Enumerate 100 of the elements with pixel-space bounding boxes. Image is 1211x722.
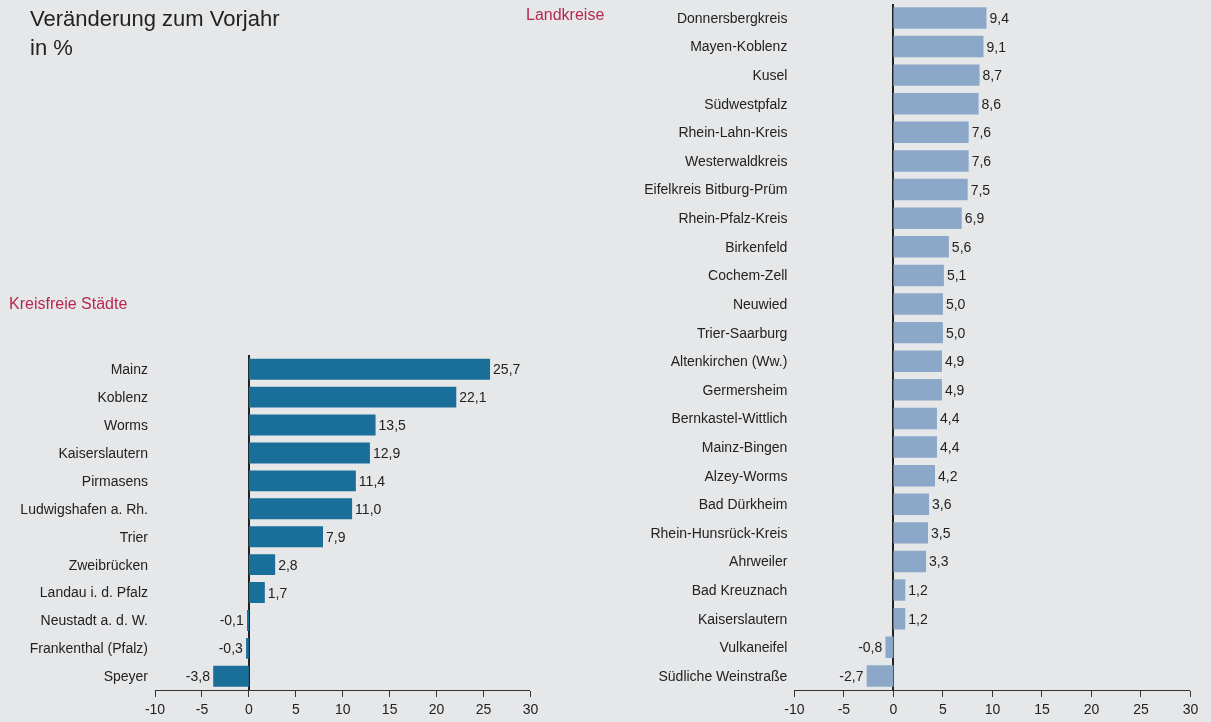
y-tick-label: Alzey-Worms (704, 467, 788, 484)
data-label: 3,3 (929, 553, 949, 570)
y-tick-label: Westerwaldkreis (684, 152, 788, 169)
y-tick-label: Mainz (110, 361, 149, 378)
data-label: 4,4 (939, 439, 960, 456)
chart-title: Veränderung zum Vorjahr in % (30, 6, 280, 60)
data-label: 1,2 (908, 582, 928, 599)
x-tick-label: -10 (144, 701, 166, 718)
data-label: 3,6 (932, 496, 952, 513)
y-tick-label: Südwestpfalz (704, 95, 788, 112)
bar (893, 293, 943, 315)
bar (248, 358, 491, 380)
bar (893, 207, 962, 229)
data-label: 7,9 (326, 528, 346, 545)
data-label: 25,7 (493, 361, 521, 378)
data-label: 5,6 (951, 238, 972, 255)
bar (893, 436, 937, 458)
y-tick-label: Rhein-Lahn-Kreis (678, 124, 788, 141)
bar (246, 637, 249, 659)
x-tick-label: -10 (784, 701, 805, 718)
y-tick-label: Zweibrücken (68, 556, 149, 573)
data-label: 4,4 (939, 410, 960, 427)
y-tick-label: Kaiserslautern (697, 610, 788, 627)
bar (893, 550, 927, 573)
x-tick-label: 10 (984, 701, 1001, 718)
y-tick-label: Worms (103, 416, 149, 433)
y-tick-label: Donnersbergkreis (676, 9, 788, 26)
y-tick-label: Bad Dürkheim (698, 496, 788, 513)
data-label: 8,7 (982, 67, 1003, 84)
y-tick-label: Vulkaneifel (719, 639, 788, 656)
bar (893, 35, 984, 58)
y-tick-label: Mainz-Bingen (701, 438, 788, 455)
data-label: -0,3 (218, 640, 244, 657)
data-label: 4,9 (944, 353, 965, 370)
data-label: 11,0 (355, 500, 382, 517)
bar (866, 665, 894, 687)
y-tick-label: Eifelkreis Bitburg-Prüm (644, 181, 788, 198)
data-label: 9,1 (986, 38, 1007, 55)
y-tick-label: Rhein-Hunsrück-Kreis (650, 524, 788, 541)
y-tick-label: Bernkastel-Wittlich (671, 410, 788, 427)
text: Landkreise (526, 6, 605, 23)
bar (893, 493, 930, 515)
data-label: 2,8 (278, 556, 298, 573)
data-label: 7,6 (971, 152, 992, 169)
data-label: 5,0 (945, 296, 966, 313)
data-label: 7,5 (970, 181, 991, 198)
data-label: 8,6 (981, 95, 1002, 112)
x-tick-label: 15 (1034, 701, 1050, 718)
data-label: 5,0 (945, 324, 966, 341)
data-label: 5,1 (946, 267, 967, 284)
bar (213, 665, 249, 687)
x-tick-label: 0 (889, 701, 898, 718)
y-tick-label: Cochem-Zell (708, 267, 788, 284)
data-label: 1,7 (267, 584, 288, 601)
y-tick-label: Ahrweiler (729, 553, 788, 570)
bar (247, 609, 250, 631)
y-tick-label: Südliche Weinstraße (658, 667, 788, 684)
y-tick-label: Speyer (103, 668, 149, 685)
bar (893, 464, 935, 487)
y-tick-label: Trier (119, 528, 149, 545)
bar (893, 321, 943, 344)
y-tick-label: Kaiserslautern (58, 444, 149, 461)
chart-subtitle: Kreisfreie Städte (9, 295, 128, 312)
bar (893, 64, 980, 86)
bar (893, 236, 949, 258)
y-tick-label: Neustadt a. d. W. (40, 612, 149, 629)
bar (248, 414, 376, 436)
y-tick-label: Germersheim (702, 381, 788, 398)
x-tick-label: 25 (1133, 701, 1149, 718)
bar (893, 178, 968, 201)
bar (893, 607, 906, 630)
data-label: -0,1 (219, 612, 245, 629)
x-tick-label: 15 (381, 701, 398, 718)
data-label: 22,1 (459, 389, 487, 406)
data-label: 6,9 (964, 210, 985, 227)
bar (893, 579, 906, 601)
bar (893, 264, 944, 287)
data-label: 7,6 (971, 124, 992, 141)
bar (248, 526, 324, 548)
data-label: 1,2 (908, 610, 928, 627)
bar (893, 121, 969, 144)
bar (893, 150, 969, 172)
bar (893, 7, 987, 29)
bar (893, 93, 979, 115)
data-label: 4,2 (938, 467, 958, 484)
bar (893, 407, 937, 430)
x-tick-label: 5 (291, 701, 300, 718)
x-tick-label: 0 (244, 701, 253, 718)
bar (248, 442, 370, 464)
data-label: 9,4 (989, 9, 1010, 26)
bar (893, 522, 929, 544)
y-tick-label: Bad Kreuznach (691, 582, 788, 598)
data-label: -2,7 (839, 667, 864, 684)
y-tick-label: Kusel (752, 67, 788, 84)
data-label: -3,8 (185, 668, 211, 685)
y-tick-label: Mayen-Koblenz (690, 38, 788, 55)
data-label: 12,9 (372, 444, 401, 461)
y-tick-label: Pirmasens (81, 472, 149, 489)
bar (885, 636, 894, 659)
x-tick-label: -5 (195, 701, 209, 718)
